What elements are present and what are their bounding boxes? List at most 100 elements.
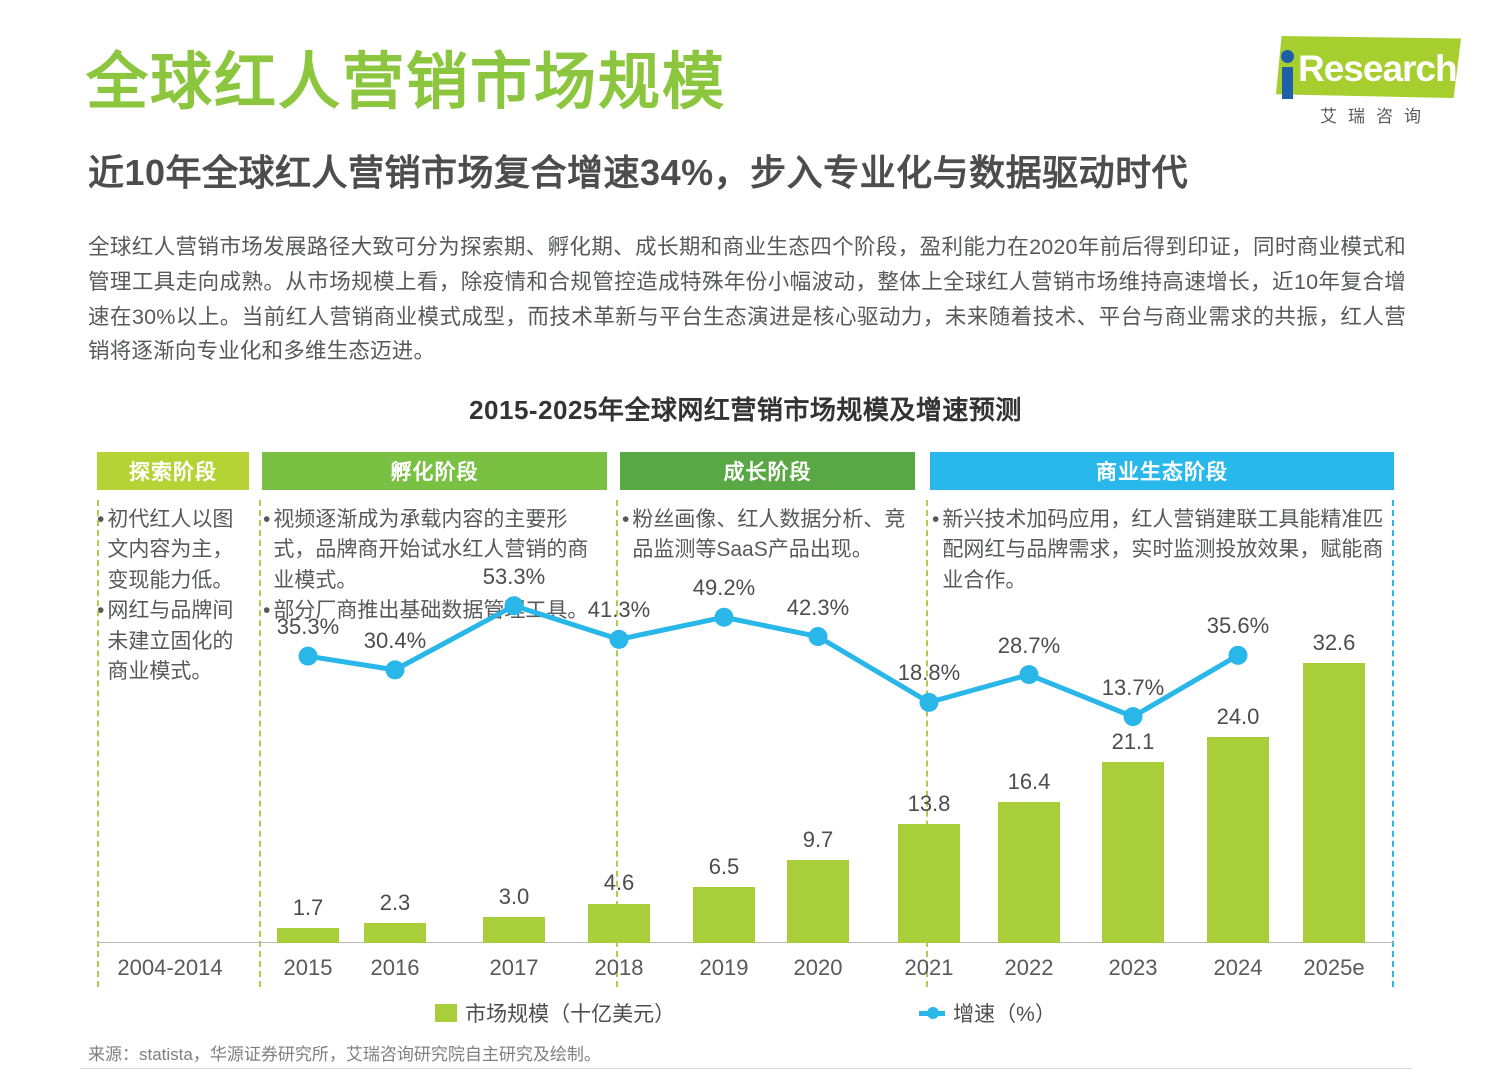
stage-bullet-row: • 初代红人以图文内容为主，变现能力低。 • 网红与品牌间未建立固化的商业模式。 • 视频… (97, 505, 1394, 683)
growth-line-series (298, 596, 1248, 727)
x-axis-tick-2004-2014: 2004-2014 (117, 955, 223, 980)
logo-i-dot-icon (1281, 50, 1294, 63)
x-axis-tick-2018: 2018 (594, 955, 644, 980)
growth-point-2017 (504, 596, 524, 616)
growth-value-label-2019: 49.2% (692, 575, 756, 601)
bar-value-label-2016: 2.3 (379, 890, 411, 916)
bar-value-label-2019: 6.5 (708, 854, 740, 880)
growth-value-label-2023: 13.7% (1101, 674, 1165, 700)
page-subtitle: 近10年全球红人营销市场复合增速34%，步入专业化与数据驱动时代 (88, 152, 1189, 193)
stage-divider-2 (259, 500, 261, 987)
stage-banner-label: 成长阶段 (723, 461, 812, 484)
bar-2019 (693, 887, 755, 943)
x-axis-tick-2021: 2021 (904, 955, 954, 980)
growth-value-label-2016: 30.4% (363, 627, 427, 653)
chart-title: 2015-2025年全球网红营销市场规模及增速预测 (469, 395, 1022, 425)
chart-plot-area: 1.7 2.3 3.0 4.6 6.5 9.7 13.8 16.4 21.1 24.0 32.6 35… (97, 500, 1394, 987)
stage-bullets-1: • 初代红人以图文内容为主，变现能力低。 • 网红与品牌间未建立固化的商业模式。 (97, 505, 247, 688)
list-item: • 初代红人以图文内容为主，变现能力低。 (97, 505, 247, 596)
bullet-dot-icon: • (263, 599, 271, 623)
stage-banner-1: 探索阶段 (97, 452, 249, 490)
bullet-dot-icon: • (263, 508, 271, 531)
stage-banner-4: 商业生态阶段 (930, 452, 1394, 490)
footer-divider (80, 1068, 1412, 1069)
growth-value-label-2022: 28.7% (997, 632, 1061, 658)
bar-value-label-2023: 21.1 (1111, 728, 1155, 754)
growth-point-2018 (609, 629, 629, 649)
logo-i-stem-icon (1282, 67, 1293, 99)
growth-line-path (305, 603, 1241, 720)
growth-value-label-2017: 53.3% (482, 563, 546, 589)
bullet-dot-icon: • (97, 599, 105, 623)
stage-banner-label: 孵化阶段 (390, 461, 479, 484)
bar-value-label-2024: 24.0 (1216, 703, 1260, 729)
stage-divider-1 (97, 500, 99, 987)
x-axis-tick-2023: 2023 (1108, 955, 1158, 980)
bullet-dot-icon: • (622, 508, 630, 531)
growth-point-2024 (1228, 645, 1248, 665)
list-item: • 粉丝画像、红人数据分析、竞品监测等SaaS产品出现。 (622, 505, 914, 566)
stage-bullets-4: • 新兴技术加码应用，红人营销建联工具能精准匹配网红与品牌需求，实时监测投放效果，… (932, 505, 1387, 596)
logo-wordmark: Research (1298, 48, 1458, 89)
bullet-dot-icon: • (97, 508, 105, 531)
bar-value-label-2020: 9.7 (802, 826, 834, 852)
list-item: • 视频逐渐成为承载内容的主要形式，品牌商开始试水红人营销的商业模式。 (263, 505, 603, 596)
stage-banner-2: 孵化阶段 (262, 452, 607, 490)
list-item: • 网红与品牌间未建立固化的商业模式。 (97, 596, 247, 687)
bar-value-label-2017: 3.0 (498, 884, 530, 910)
bar-value-label-2021: 13.8 (907, 791, 951, 817)
legend-label: 市场规模（十亿美元） (465, 1003, 676, 1026)
growth-point-2016 (385, 660, 405, 680)
bar-value-label-2025e: 32.6 (1312, 630, 1356, 656)
legend-bar-swatch-icon (435, 1004, 458, 1022)
x-axis-tick-2020: 2020 (793, 955, 843, 980)
list-item-text: 网红与品牌间未建立固化的商业模式。 (107, 599, 234, 684)
bar-2021 (898, 824, 960, 943)
list-item-text: 新兴技术加码应用，红人营销建联工具能精准匹配网红与品牌需求，实时监测投放效果，赋… (942, 508, 1384, 592)
x-axis-tick-2024: 2024 (1213, 955, 1263, 980)
page-header: 全球红人营销市场规模 近10年全球红人营销市场复合增速34%，步入专业化与数据驱… (0, 0, 1491, 215)
x-axis-tick-2025e: 2025e (1303, 955, 1365, 980)
x-axis-labels: 2004-2014 2015 2016 2017 2018 2019 2020 2021 202… (0, 955, 1491, 991)
bullet-dot-icon: • (932, 508, 940, 531)
iresearch-logo: Research 艾瑞咨询 (1258, 36, 1463, 141)
x-axis-tick-2022: 2022 (1004, 955, 1054, 980)
stage-divider-4 (926, 500, 928, 987)
growth-value-label-2021: 18.8% (897, 660, 961, 686)
source-note: 来源：statista，华源证券研究所，艾瑞咨询研究院自主研究及绘制。 (88, 1045, 601, 1064)
list-item-text: 初代红人以图文内容为主，变现能力低。 (107, 508, 234, 592)
stage-divider-5 (1392, 500, 1394, 987)
x-axis-tick-2017: 2017 (489, 955, 539, 980)
logo-banner-shape (1276, 36, 1461, 98)
growth-value-label-2024: 35.6% (1206, 613, 1270, 639)
legend-item-2: 增速（%） (919, 998, 1056, 1028)
bar-2016 (364, 923, 426, 943)
growth-value-label-2015: 35.3% (276, 614, 340, 640)
growth-point-2022 (1019, 665, 1039, 685)
page-title: 全球红人营销市场规模 (86, 48, 727, 117)
logo-chinese-name: 艾瑞咨询 (1320, 107, 1432, 126)
bar-value-label-2015: 1.7 (292, 895, 324, 921)
chart-legend: 市场规模（十亿美元） 增速（%） (0, 998, 1491, 1028)
growth-point-2019 (714, 607, 734, 627)
growth-point-2015 (298, 646, 318, 666)
list-item: • 新兴技术加码应用，红人营销建联工具能精准匹配网红与品牌需求，实时监测投放效果，… (932, 505, 1387, 596)
growth-point-2021 (919, 692, 939, 712)
bar-value-label-2022: 16.4 (1007, 769, 1051, 795)
legend-item-1: 市场规模（十亿美元） (435, 998, 675, 1028)
stage-banner-label: 商业生态阶段 (1096, 461, 1228, 484)
legend-line-swatch-icon (919, 1004, 946, 1022)
x-axis-tick-2016: 2016 (370, 955, 420, 980)
bar-2023 (1102, 761, 1164, 943)
stage-banner-label: 探索阶段 (129, 461, 217, 484)
growth-point-2023 (1123, 707, 1143, 727)
bar-2015 (277, 928, 339, 943)
legend-label: 增速（%） (953, 1003, 1056, 1026)
stage-banner-3: 成长阶段 (620, 452, 915, 490)
stage-banner-row: 探索阶段 孵化阶段 成长阶段 商业生态阶段 (97, 452, 1394, 490)
list-item-text: 视频逐渐成为承载内容的主要形式，品牌商开始试水红人营销的商业模式。 (273, 508, 589, 592)
x-axis-tick-2015: 2015 (283, 955, 333, 980)
stage-bullets-3: • 粉丝画像、红人数据分析、竞品监测等SaaS产品出现。 (622, 505, 914, 566)
growth-value-label-2020: 42.3% (786, 594, 850, 620)
bar-2018 (588, 903, 650, 943)
